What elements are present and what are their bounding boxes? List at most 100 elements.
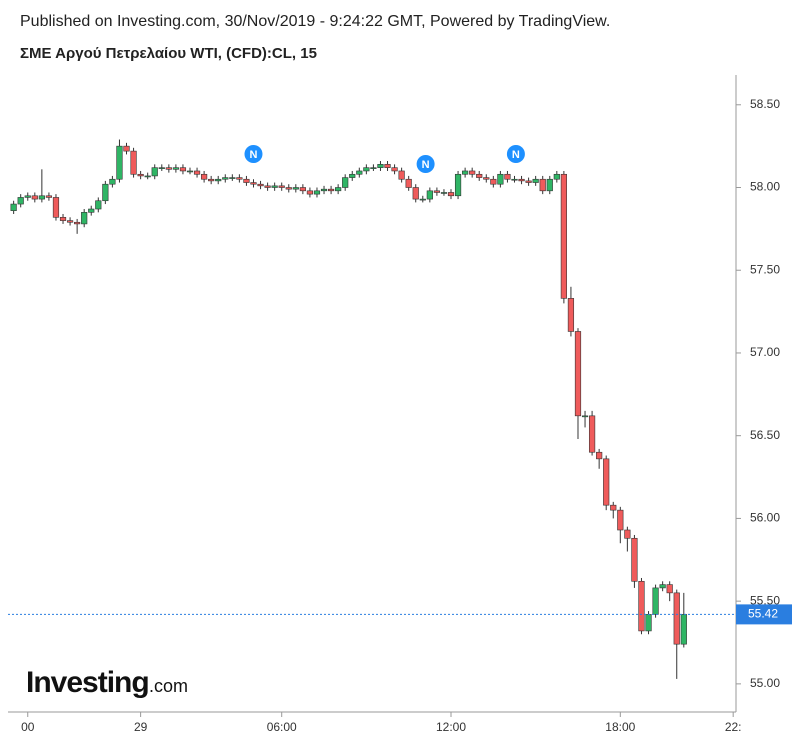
x-tick-label: 29	[134, 720, 148, 734]
candle-body	[511, 178, 518, 181]
y-tick-label: 56.50	[750, 428, 780, 442]
candle-body	[490, 178, 497, 185]
candle-body	[10, 203, 17, 211]
candle-body	[243, 178, 250, 183]
candle-body	[313, 190, 321, 195]
y-tick-label: 57.50	[750, 262, 780, 276]
candle-body	[151, 167, 158, 177]
candle-body	[610, 504, 617, 511]
candle-body	[433, 190, 440, 193]
candle-body	[292, 187, 299, 190]
candle-body	[66, 220, 74, 223]
candle-body	[95, 200, 102, 210]
candle-body	[504, 173, 511, 180]
candle-body	[673, 592, 680, 645]
candle-body	[327, 188, 335, 192]
candle-body	[250, 182, 257, 185]
candle-body	[356, 170, 363, 175]
candle-body	[81, 212, 88, 225]
candle-body	[215, 178, 222, 182]
last-price-tag	[736, 604, 792, 625]
candle-body	[617, 509, 624, 531]
candle-body	[680, 614, 687, 645]
candle-body	[405, 178, 412, 188]
candle-body	[652, 587, 659, 615]
candle-body	[539, 178, 546, 192]
x-tick-label: 18:00	[605, 720, 635, 734]
y-tick-label: 55.50	[750, 593, 780, 607]
candle-body	[144, 175, 151, 178]
candle-body	[596, 451, 603, 460]
candle-body	[426, 190, 433, 200]
candle-body	[532, 178, 539, 183]
y-tick-label: 56.00	[750, 511, 780, 525]
candle-body	[518, 178, 525, 182]
logo-brand: Investing	[26, 666, 149, 699]
candle-body	[24, 195, 31, 198]
candle-body	[264, 185, 271, 188]
candle-body	[116, 145, 123, 180]
candle-body	[525, 180, 532, 183]
candle-body	[603, 458, 610, 506]
candle-body	[476, 173, 483, 178]
candle-body	[17, 197, 24, 205]
candle-body	[666, 584, 673, 594]
news-marker-label: N	[422, 159, 430, 171]
candle-body	[109, 178, 116, 185]
candle-body	[631, 537, 638, 582]
candle-body	[384, 164, 391, 168]
candle-body	[440, 192, 448, 194]
x-tick-label: 12:00	[436, 720, 466, 734]
candle-body	[236, 177, 243, 180]
header: Published on Investing.com, 30/Nov/2019 …	[20, 13, 610, 30]
candle-body	[229, 177, 236, 179]
candle-body	[398, 170, 405, 180]
candle-body	[469, 170, 476, 175]
candle-body	[31, 195, 38, 200]
candle-body	[567, 298, 575, 332]
candle-body	[285, 187, 292, 190]
candle-body	[123, 145, 130, 152]
candle-body	[59, 216, 67, 221]
candle-body	[363, 167, 370, 172]
candle-body	[165, 167, 172, 170]
candle-body	[38, 195, 45, 200]
candle-body	[208, 178, 215, 182]
candle-body	[88, 208, 95, 213]
candle-body	[454, 173, 462, 197]
candle-body	[158, 167, 165, 169]
logo-suffix: .com	[149, 676, 188, 696]
candle-body	[553, 173, 560, 180]
candle-body	[320, 188, 328, 192]
news-marker	[416, 155, 435, 173]
candle-body	[560, 173, 567, 299]
candle-body	[172, 167, 179, 170]
candle-body	[349, 173, 356, 178]
x-tick-label: 06:00	[267, 720, 297, 734]
candle-body	[370, 167, 377, 169]
candle-body	[102, 183, 109, 202]
candle-body	[271, 185, 278, 188]
y-tick-label: 58.50	[750, 97, 780, 111]
candle-body	[447, 192, 455, 197]
chart-title: ΣΜΕ Αργού Πετρελαίου WTI, (CFD):CL, 15	[20, 45, 317, 62]
candle-body	[222, 177, 229, 180]
news-marker-label: N	[250, 149, 258, 161]
candle-body	[278, 185, 285, 188]
x-tick-label: 00	[21, 720, 35, 734]
candle-body	[462, 170, 469, 175]
candle-body	[483, 177, 490, 180]
candle-body	[588, 415, 596, 453]
candle-body	[624, 529, 631, 539]
candle-body	[306, 190, 314, 195]
y-tick-label: 58.00	[750, 180, 780, 194]
candle-body	[342, 177, 349, 188]
candle-body	[52, 197, 60, 218]
candle-body	[645, 614, 652, 632]
candle-body	[45, 195, 53, 198]
last-price-label: 55.42	[748, 607, 778, 621]
candle-body	[638, 580, 645, 632]
candle-body	[391, 167, 398, 172]
candle-body	[179, 167, 187, 172]
